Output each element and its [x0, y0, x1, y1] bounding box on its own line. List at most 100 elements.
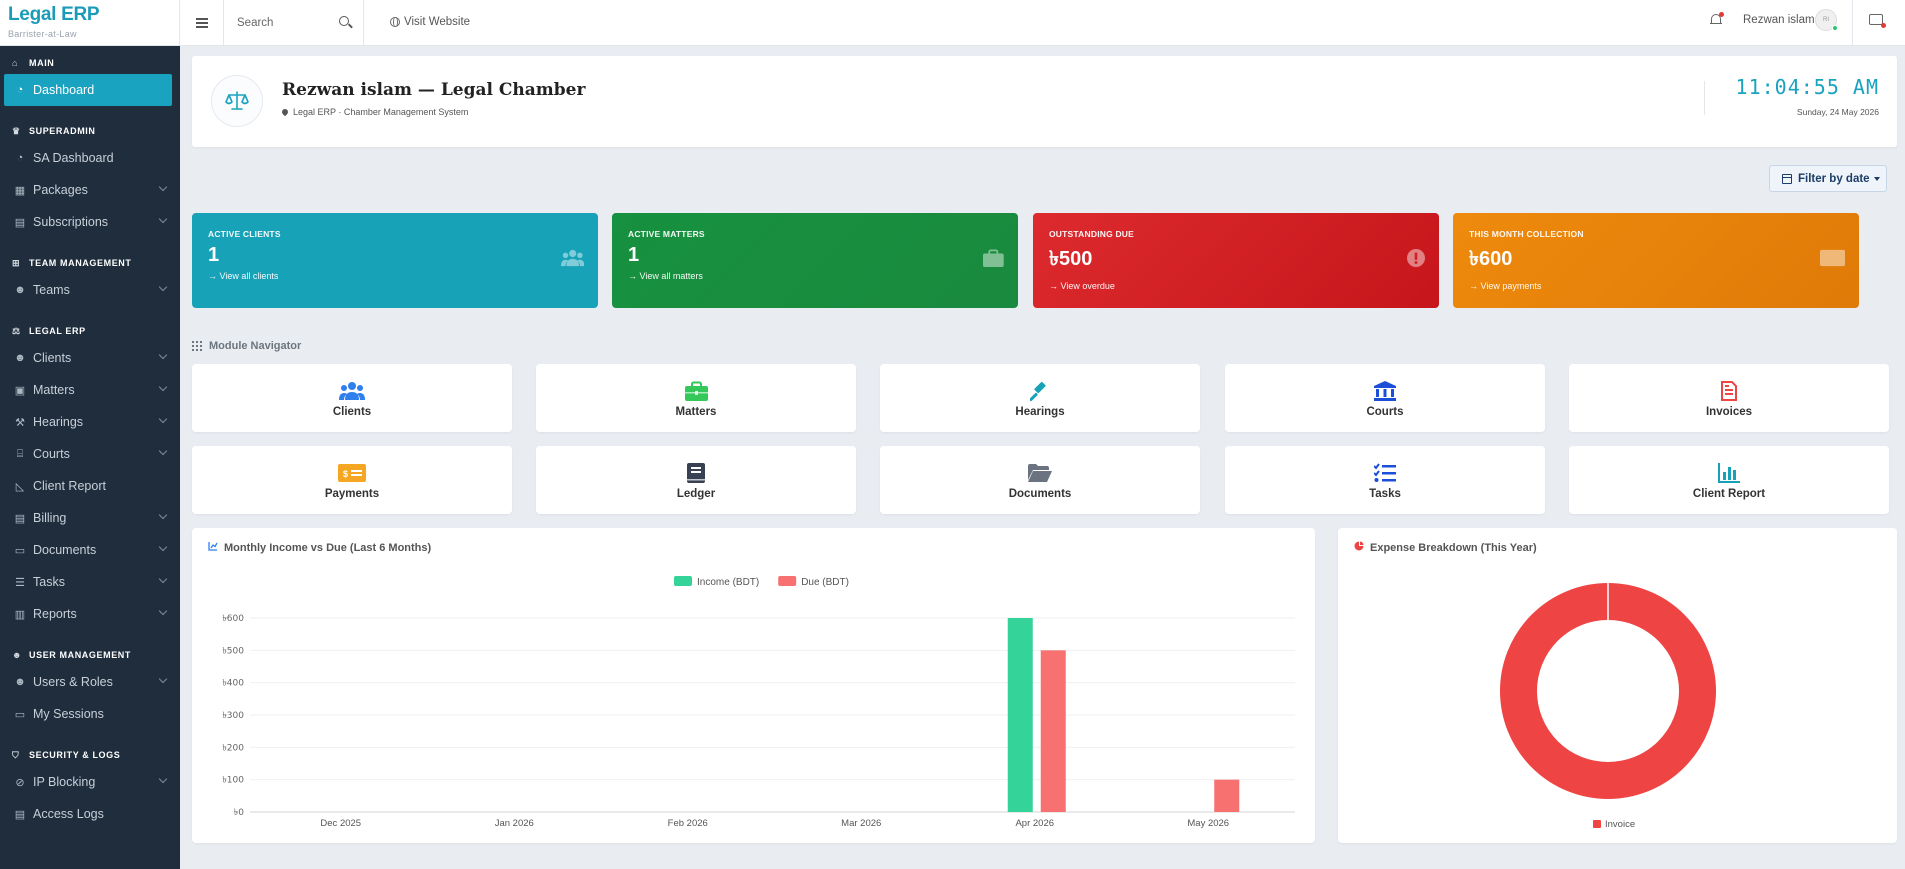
divider [1852, 0, 1853, 46]
module-tasks[interactable]: Tasks [1225, 446, 1545, 514]
chevron-down-icon [158, 382, 168, 392]
stat-link[interactable]: → View overdue [1049, 281, 1115, 291]
gavel-icon: ⚒ [15, 416, 25, 429]
module-payments[interactable]: $ Payments [192, 446, 512, 514]
chevron-down-icon [158, 182, 168, 192]
stat-card-this-month-collection: THIS MONTH COLLECTION ৳600 → View paymen… [1453, 213, 1859, 308]
module-label: Courts [1366, 405, 1404, 418]
sidebar-item-tasks[interactable]: ☰ Tasks [0, 566, 180, 598]
sidebar-item-label: Subscriptions [33, 215, 109, 229]
sidebar-item-sa-dashboard[interactable]: ◔ SA Dashboard [0, 142, 180, 174]
expense-breakdown-card: Expense Breakdown (This Year) Invoice [1338, 528, 1897, 843]
chevron-down-icon [158, 446, 168, 456]
globe-icon [390, 17, 400, 27]
y-tick-label: ৳400 [222, 679, 244, 689]
sidebar-item-access-logs[interactable]: ▤ Access Logs [0, 798, 180, 830]
expense-donut-chart: Invoice [1500, 583, 1716, 830]
filter-by-date-button[interactable]: Filter by date [1769, 165, 1887, 192]
sidebar-item-label: Access Logs [33, 807, 104, 821]
search-input[interactable] [237, 17, 327, 29]
module-courts[interactable]: Courts [1225, 364, 1545, 432]
sidebar-item-label: Users & Roles [33, 675, 113, 689]
module-invoices[interactable]: Invoices [1569, 364, 1889, 432]
location-pin-icon [280, 107, 290, 117]
menu-toggle-button[interactable] [180, 0, 224, 46]
sidebar-section-title: SECURITY & LOGS [29, 750, 121, 760]
sidebar-item-subscriptions[interactable]: ▤ Subscriptions [0, 206, 180, 238]
sidebar-section-heading: ⌂ MAIN [0, 56, 180, 70]
y-tick-label: ৳200 [222, 743, 244, 753]
sidebar-item-label: Tasks [33, 575, 65, 589]
sidebar-item-hearings[interactable]: ⚒ Hearings [0, 406, 180, 438]
stat-value: ৳500 [1049, 248, 1093, 270]
sidebar-item-client-report[interactable]: ◺ Client Report [0, 470, 180, 502]
sidebar-item-label: Teams [33, 283, 70, 297]
sidebar-item-billing[interactable]: ▤ Billing [0, 502, 180, 534]
module-label: Hearings [1015, 405, 1065, 418]
sidebar-item-clients[interactable]: ☻ Clients [0, 342, 180, 374]
legend-label: Due (BDT) [801, 577, 849, 588]
module-matters[interactable]: Matters [536, 364, 856, 432]
sidebar-item-label: SA Dashboard [33, 151, 114, 165]
stat-link[interactable]: → View all matters [628, 271, 703, 281]
module-documents[interactable]: Documents [880, 446, 1200, 514]
module-client-report[interactable]: Client Report [1569, 446, 1889, 514]
sidebar-item-label: Reports [33, 607, 77, 621]
sidebar-section-title: USER MANAGEMENT [29, 650, 132, 660]
users-icon [560, 249, 584, 270]
sidebar-item-dashboard[interactable]: ◔ Dashboard [4, 74, 172, 106]
clock-time: 11:04:55 AM [1735, 75, 1879, 99]
chevron-down-icon [158, 674, 168, 684]
avatar[interactable]: RI [1815, 9, 1838, 31]
sidebar-item-courts[interactable]: ⌸ Courts [0, 438, 180, 470]
bar [1214, 779, 1240, 812]
brand[interactable]: Legal ERP Barrister-at-Law [0, 0, 180, 46]
expense-chart-title-row: Expense Breakdown (This Year) [1354, 541, 1537, 554]
sidebar-item-packages[interactable]: ▦ Packages [0, 174, 180, 206]
stat-link-label: View all matters [639, 271, 703, 281]
sidebar-item-label: Client Report [33, 479, 106, 493]
svg-text:$: $ [1824, 255, 1829, 264]
users-icon: ☻ [14, 676, 26, 688]
sidebar-item-matters[interactable]: ▣ Matters [0, 374, 180, 406]
legend-label: Income (BDT) [697, 577, 759, 588]
sidebar-item-users-roles[interactable]: ☻ Users & Roles [0, 666, 180, 698]
stat-label: ACTIVE CLIENTS [208, 229, 281, 239]
notification-bell-icon[interactable] [1710, 12, 1724, 26]
stat-link[interactable]: → View all clients [208, 271, 279, 281]
y-tick-label: ৳500 [222, 646, 244, 656]
desktop-icon: ▭ [14, 708, 26, 721]
module-ledger[interactable]: Ledger [536, 446, 856, 514]
stat-card-active-clients: ACTIVE CLIENTS 1 → View all clients [192, 213, 598, 308]
income-due-chart-title: Monthly Income vs Due (Last 6 Months) [224, 541, 432, 554]
sidebar-section-title: SUPERADMIN [29, 126, 96, 136]
search-icon[interactable] [339, 16, 349, 26]
chart-bar-icon: ▥ [14, 608, 26, 621]
module-label: Client Report [1692, 487, 1766, 500]
module-label: Tasks [1369, 487, 1401, 500]
scales-icon: ⚖ [12, 325, 21, 336]
sidebar-item-label: Matters [33, 383, 75, 397]
divider [1704, 81, 1705, 115]
user-name[interactable]: Rezwan islam [1743, 14, 1815, 26]
chart-pie-icon [1354, 541, 1364, 554]
main-content: Rezwan islam — Legal Chamber Legal ERP ·… [180, 46, 1905, 869]
module-clients[interactable]: Clients [192, 364, 512, 432]
messages-icon[interactable] [1869, 14, 1886, 28]
visit-website-link[interactable]: Visit Website [390, 16, 470, 28]
y-tick-label: ৳300 [222, 711, 244, 721]
sidebar-item-my-sessions[interactable]: ▭ My Sessions [0, 698, 180, 730]
home-icon: ⌂ [12, 58, 19, 68]
sidebar-item-label: Dashboard [33, 83, 95, 97]
stat-link[interactable]: → View payments [1469, 281, 1542, 291]
x-tick-label: Apr 2026 [1015, 818, 1054, 829]
invoice-icon: ▤ [14, 512, 26, 525]
sidebar-item-teams[interactable]: ☻ Teams [0, 274, 180, 306]
brand-name: Legal ERP [8, 4, 100, 25]
chevron-down-icon [158, 414, 168, 424]
sidebar-item-reports[interactable]: ▥ Reports [0, 598, 180, 630]
module-hearings[interactable]: Hearings [880, 364, 1200, 432]
sidebar-item-documents[interactable]: ▭ Documents [0, 534, 180, 566]
sidebar-item-label: Billing [33, 511, 67, 525]
sidebar-item-ip-blocking[interactable]: ⊘ IP Blocking [0, 766, 180, 798]
